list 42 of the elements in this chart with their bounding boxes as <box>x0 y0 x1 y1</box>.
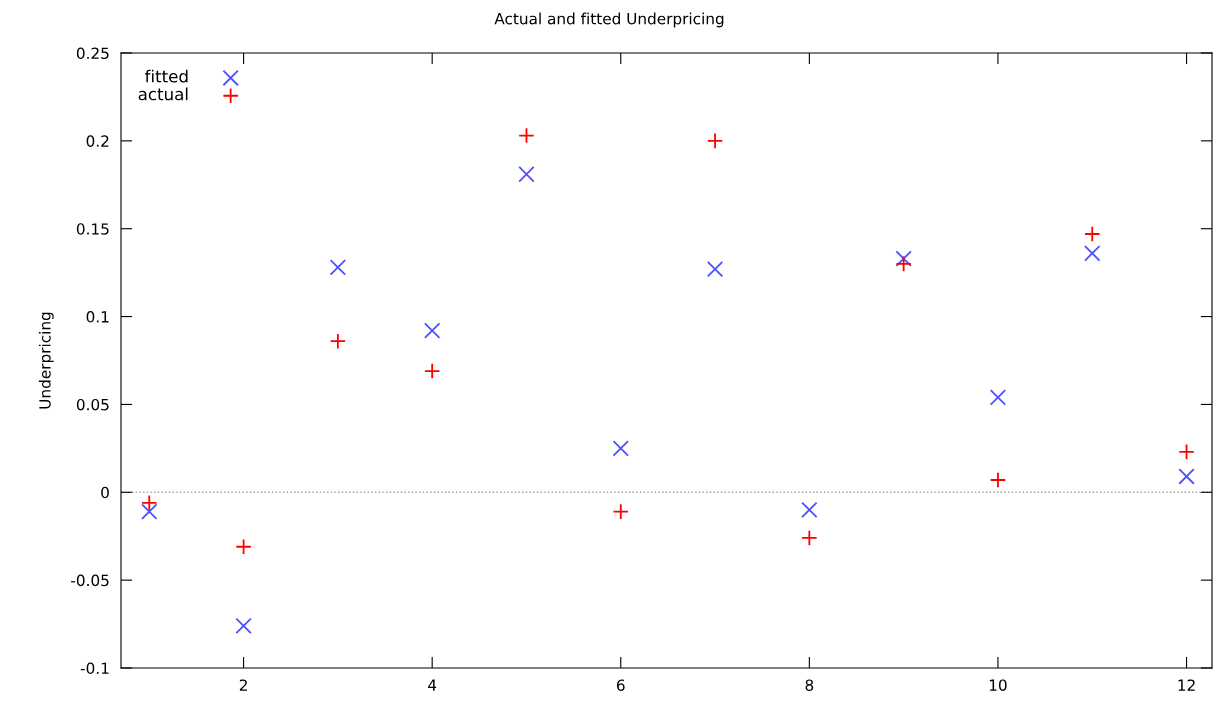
x-tick-label: 8 <box>805 679 814 691</box>
legend-label: fitted <box>144 69 188 83</box>
point <box>1084 245 1101 262</box>
point <box>235 538 252 555</box>
y-tick-label: -0.1 <box>80 662 109 675</box>
point <box>141 503 158 520</box>
y-tick-label: 0.15 <box>76 223 109 235</box>
point <box>235 617 252 635</box>
point <box>612 440 629 457</box>
x-tick-label: 2 <box>239 679 247 691</box>
y-axis-title: Underpricing <box>38 312 54 409</box>
legend-label: actual <box>138 87 188 101</box>
point <box>423 322 441 339</box>
point <box>895 255 912 273</box>
point <box>706 132 724 150</box>
point <box>1178 468 1195 485</box>
point <box>329 259 347 276</box>
x-tick-label: 12 <box>1178 679 1195 691</box>
y-tick-label: -0.05 <box>71 574 109 587</box>
y-tick-label: 0.1 <box>86 311 109 323</box>
point <box>518 166 535 183</box>
point <box>518 127 535 144</box>
point <box>141 494 158 512</box>
y-tick-label: 0.05 <box>76 398 109 411</box>
point <box>706 260 724 278</box>
y-tick-label: 0.2 <box>86 135 109 147</box>
point <box>612 503 629 520</box>
point <box>989 471 1007 489</box>
point <box>989 389 1007 406</box>
point <box>329 332 347 350</box>
point <box>895 250 912 267</box>
chart-title: Actual and fitted Underpricing <box>494 12 724 28</box>
x-tick-label: 10 <box>989 679 1007 691</box>
point <box>423 362 441 380</box>
point <box>801 501 818 519</box>
x-tick-label: 4 <box>428 679 437 691</box>
y-tick-label: 0 <box>101 486 109 499</box>
x-tick-label: 6 <box>616 679 625 691</box>
y-tick-label: 0.25 <box>76 47 109 60</box>
point <box>1178 443 1195 461</box>
point <box>1084 225 1101 243</box>
point <box>801 529 818 547</box>
